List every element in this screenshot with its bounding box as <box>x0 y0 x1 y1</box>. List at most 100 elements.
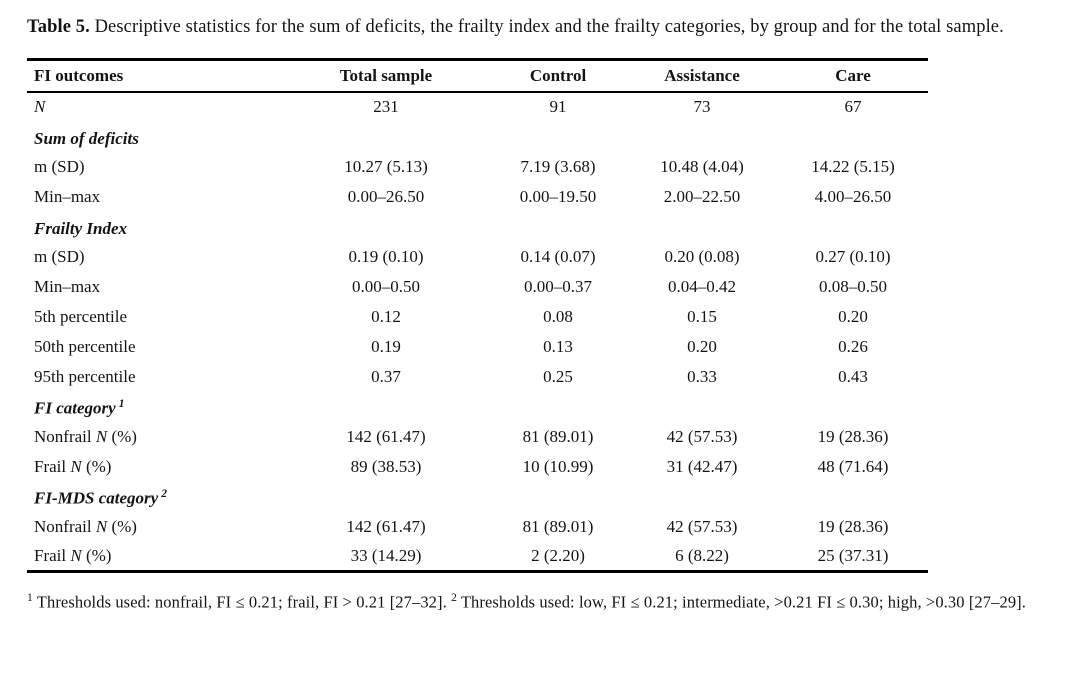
footnote-ref-2: 2 <box>161 488 167 501</box>
row-label: N <box>34 97 46 116</box>
cell-value: 0.00–0.37 <box>524 276 592 296</box>
cell-value: 0.14 (0.07) <box>520 246 596 266</box>
cell-value: 142 (61.47) <box>346 516 426 536</box>
cell-value: 0.00–26.50 <box>347 186 425 206</box>
cell-value: 2 (2.20) <box>531 545 585 565</box>
cell-value: 42 (57.53) <box>666 516 738 536</box>
cell-value: 81 (89.01) <box>522 516 594 536</box>
cell-value: 2.00–22.50 <box>663 186 741 206</box>
table-row-frail-fimds: Frail N (%) 33 (14.29) 2 (2.20) 6 (8.22)… <box>27 542 928 572</box>
section-label: Frailty Index <box>34 218 128 238</box>
cell-value: 31 (42.47) <box>666 456 738 476</box>
cell-value: 0.13 <box>543 336 573 356</box>
cell-value: 67 <box>844 97 862 116</box>
cell-value: 10.27 (5.13) <box>344 156 428 176</box>
cell-value: 0.04–0.42 <box>668 276 736 296</box>
cell-value: 0.25 <box>543 366 573 386</box>
section-label-text: FI category <box>34 398 116 418</box>
cell-value: 0.37 <box>371 366 401 386</box>
col-header-care: Care <box>778 59 928 93</box>
row-label: Nonfrail N (%) <box>34 516 137 536</box>
table-footnotes: 1 Thresholds used: nonfrail, FI ≤ 0.21; … <box>27 584 1029 617</box>
cell-value: 0.08 <box>543 306 573 326</box>
row-label: Min–max <box>34 276 101 296</box>
cell-value: 0.15 <box>687 306 717 326</box>
row-label: Frail N (%) <box>34 545 112 565</box>
footnote-1-text: Thresholds used: nonfrail, FI ≤ 0.21; fr… <box>32 592 452 612</box>
table-caption: Table 5. Descriptive statistics for the … <box>27 13 1046 41</box>
col-header-assistance: Assistance <box>626 59 778 93</box>
row-label: Frail N (%) <box>34 456 112 476</box>
table-row-nonfrail-fi: Nonfrail N (%) 142 (61.47) 81 (89.01) 42… <box>27 422 928 452</box>
cell-value: 0.20 <box>687 336 717 356</box>
cell-value: 33 (14.29) <box>350 545 422 565</box>
section-row-fi-mds-category: FI-MDS category 2 <box>27 482 928 512</box>
table-row-95th-percentile: 95th percentile 0.37 0.25 0.33 0.43 <box>27 362 928 392</box>
cell-value: 48 (71.64) <box>817 456 889 476</box>
cell-value: 14.22 (5.15) <box>811 156 895 176</box>
cell-value: 4.00–26.50 <box>814 186 892 206</box>
cell-value: 142 (61.47) <box>346 426 426 446</box>
row-label: m (SD) <box>34 246 85 266</box>
cell-value: 0.00–19.50 <box>519 186 597 206</box>
cell-value: 91 <box>549 97 567 116</box>
table-row-minmax-fi: Min–max 0.00–0.50 0.00–0.37 0.04–0.42 0.… <box>27 272 928 302</box>
cell-value: 0.43 <box>838 366 868 386</box>
table-row-n: N 231 91 73 67 <box>27 92 928 122</box>
cell-value: 0.19 (0.10) <box>348 246 424 266</box>
cell-value: 19 (28.36) <box>817 426 889 446</box>
cell-value: 19 (28.36) <box>817 516 889 536</box>
section-label: Sum of deficits <box>34 128 139 148</box>
section-label-text: FI-MDS category <box>34 488 159 508</box>
table-row-frail-fi: Frail N (%) 89 (38.53) 10 (10.99) 31 (42… <box>27 452 928 482</box>
table-row-msd-fi: m (SD) 0.19 (0.10) 0.14 (0.07) 0.20 (0.0… <box>27 242 928 272</box>
cell-value: 0.27 (0.10) <box>815 246 891 266</box>
cell-value: 7.19 (3.68) <box>520 156 596 176</box>
col-header-total-sample: Total sample <box>282 59 490 93</box>
cell-value: 0.33 <box>687 366 717 386</box>
row-label: 5th percentile <box>34 306 127 326</box>
cell-value: 25 (37.31) <box>817 545 889 565</box>
row-label: 50th percentile <box>34 336 136 356</box>
cell-value: 6 (8.22) <box>675 545 729 565</box>
table-row-5th-percentile: 5th percentile 0.12 0.08 0.15 0.20 <box>27 302 928 332</box>
cell-value: 0.12 <box>371 306 401 326</box>
footnote-2-marker: 2 <box>451 592 457 604</box>
cell-value: 81 (89.01) <box>522 426 594 446</box>
cell-value: 0.00–0.50 <box>352 276 420 296</box>
section-row-frailty-index: Frailty Index <box>27 212 928 242</box>
header-row: FI outcomes Total sample Control Assista… <box>27 59 928 93</box>
cell-value: 0.19 <box>371 336 401 356</box>
cell-value: 42 (57.53) <box>666 426 738 446</box>
cell-value: 231 <box>373 97 399 116</box>
section-label: FI category 1 <box>27 392 928 422</box>
col-header-control: Control <box>490 59 626 93</box>
section-row-sum-of-deficits: Sum of deficits <box>27 122 928 152</box>
table-row-50th-percentile: 50th percentile 0.19 0.13 0.20 0.26 <box>27 332 928 362</box>
footnote-2-text: Thresholds used: low, FI ≤ 0.21; interme… <box>456 592 1026 612</box>
cell-value: 0.08–0.50 <box>819 276 887 296</box>
row-label: Nonfrail N (%) <box>34 426 137 446</box>
footnote-1-marker: 1 <box>27 592 33 604</box>
cell-value: 0.26 <box>838 336 868 356</box>
cell-value: 0.20 <box>838 306 868 326</box>
table-row-minmax-deficits: Min–max 0.00–26.50 0.00–19.50 2.00–22.50… <box>27 182 928 212</box>
footnote-ref-1: 1 <box>118 398 125 411</box>
col-header-fi-outcomes: FI outcomes <box>27 59 282 93</box>
row-label: 95th percentile <box>34 366 136 386</box>
table-row-msd-deficits: m (SD) 10.27 (5.13) 7.19 (3.68) 10.48 (4… <box>27 152 928 182</box>
section-label: FI-MDS category 2 <box>27 482 928 512</box>
table-caption-text: Descriptive statistics for the sum of de… <box>89 17 1004 37</box>
cell-value: 10.48 (4.04) <box>660 156 744 176</box>
section-row-fi-category: FI category 1 <box>27 392 928 422</box>
cell-value: 89 (38.53) <box>350 456 422 476</box>
cell-value: 10 (10.99) <box>522 456 594 476</box>
table-row-nonfrail-fimds: Nonfrail N (%) 142 (61.47) 81 (89.01) 42… <box>27 512 928 542</box>
table-caption-label: Table 5. <box>27 17 90 37</box>
cell-value: 0.20 (0.08) <box>664 246 740 266</box>
stats-table: FI outcomes Total sample Control Assista… <box>27 58 928 573</box>
row-label: Min–max <box>34 186 101 206</box>
row-label: m (SD) <box>34 156 85 176</box>
page: Table 5. Descriptive statistics for the … <box>27 13 1046 617</box>
cell-value: 73 <box>693 97 711 116</box>
